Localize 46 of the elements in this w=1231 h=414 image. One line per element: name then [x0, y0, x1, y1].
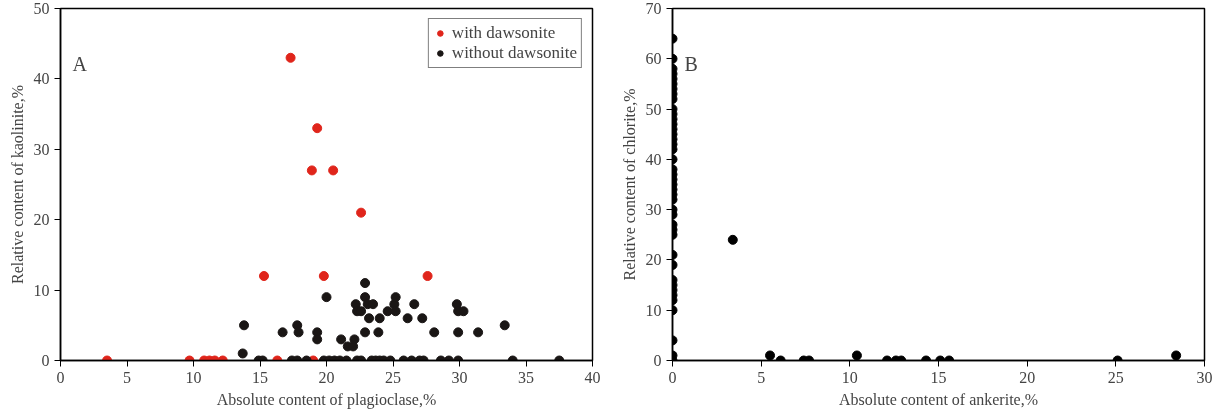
annotation: B [684, 52, 698, 75]
x-tick-label: 25 [1107, 368, 1124, 386]
y-tick-label: 50 [645, 100, 662, 118]
point [306, 165, 317, 176]
y-tick-label: 10 [33, 281, 50, 299]
y-tick-label: 30 [645, 201, 662, 219]
x-tick-label: 15 [930, 368, 947, 386]
x-tick-label: 0 [56, 368, 65, 386]
x-tick-label: 0 [668, 368, 677, 386]
point [318, 271, 329, 282]
point [328, 165, 339, 176]
legend-label: with dawsonite [451, 23, 556, 43]
point [285, 52, 296, 63]
y-tick-label: 40 [645, 150, 662, 168]
x-tick-label: 25 [385, 368, 401, 386]
y-tick-label: 60 [645, 50, 662, 68]
x-tick-label: 10 [185, 368, 202, 386]
y-tick-label: 20 [33, 211, 50, 229]
y-tick-label: 40 [33, 70, 50, 88]
point [258, 271, 269, 282]
x-tick-label: 35 [518, 368, 534, 386]
x-tick-label: 5 [123, 368, 131, 386]
x-axis-title: Absolute content of plagioclase,% [216, 390, 437, 409]
x-tick-label: 10 [841, 368, 858, 386]
x-tick-label: 5 [757, 368, 766, 386]
x-tick-label: 40 [584, 368, 601, 386]
point [312, 123, 323, 134]
x-tick-label: 15 [252, 368, 268, 386]
y-tick-label: 0 [653, 352, 662, 369]
annotation: A [72, 52, 88, 75]
x-tick-label: 20 [1019, 368, 1036, 386]
x-tick-label: 20 [318, 368, 335, 386]
y-tick-label: 20 [645, 251, 662, 269]
legend-label: without dawsonite [451, 43, 577, 63]
point [356, 207, 367, 218]
y-tick-label: 30 [33, 140, 50, 158]
y-tick-label: 10 [645, 301, 662, 319]
y-tick-label: 50 [33, 0, 50, 17]
y-tick-label: 70 [645, 0, 662, 17]
point [422, 271, 433, 282]
y-axis-title: Relative content of kaolinite,% [8, 84, 26, 285]
x-axis-title: Absolute content of ankerite,% [838, 390, 1039, 408]
x-tick-label: 30 [451, 368, 468, 386]
y-tick-label: 0 [41, 352, 50, 369]
x-tick-label: 30 [1196, 368, 1213, 386]
y-axis-title: Relative content of chlorite,% [620, 88, 638, 281]
